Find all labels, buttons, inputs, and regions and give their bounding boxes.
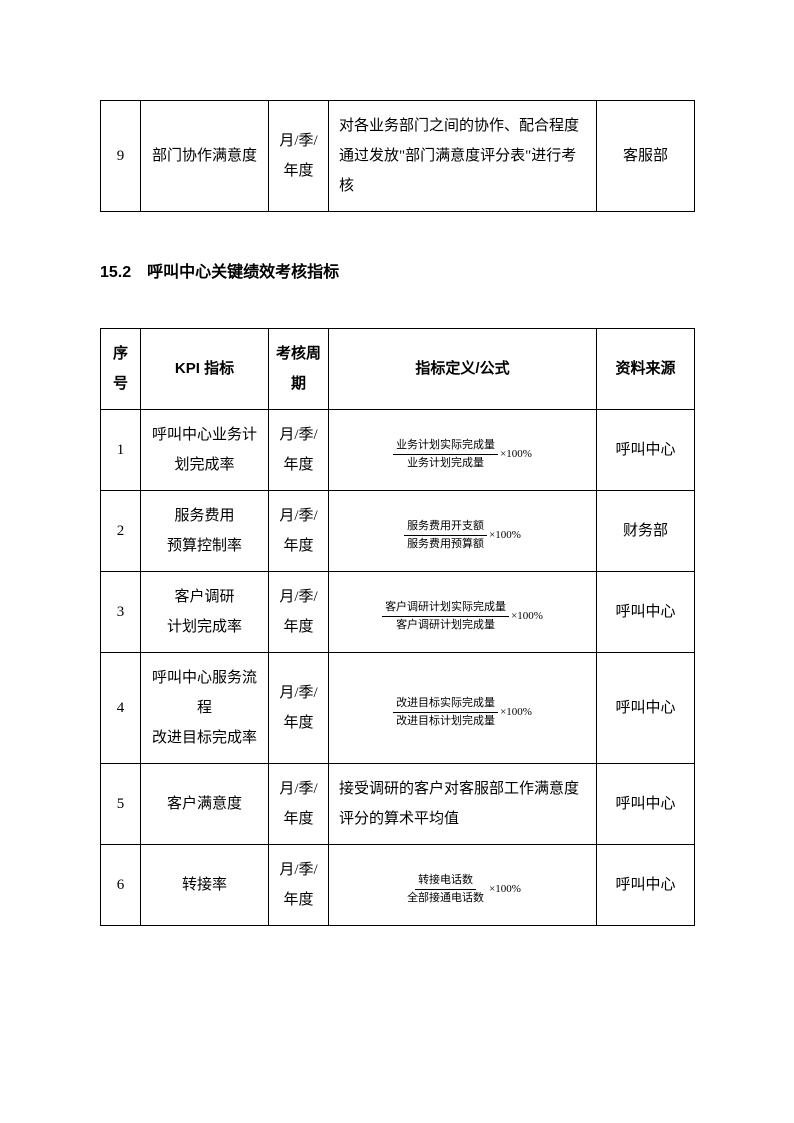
top-table: 9 部门协作满意度 月/季/年度 对各业务部门之间的协作、配合程度通过发放"部门… [100, 100, 695, 212]
formula-tail: ×100% [511, 609, 543, 624]
cell-seq: 5 [101, 764, 141, 845]
cell-seq: 3 [101, 572, 141, 653]
kpi-table: 序号 KPI 指标 考核周期 指标定义/公式 资料来源 1 呼叫中心业务计划完成… [100, 328, 695, 926]
table-row: 5 客户满意度 月/季/年度 接受调研的客户对客服部工作满意度评分的算术平均值 … [101, 764, 695, 845]
cell-seq: 4 [101, 653, 141, 764]
table-row: 3 客户调研 计划完成率 月/季/年度 客户调研计划实际完成量 客户调研计划完成… [101, 572, 695, 653]
cell-formula: 接受调研的客户对客服部工作满意度评分的算术平均值 [329, 764, 597, 845]
fraction-numerator: 客户调研计划实际完成量 [382, 600, 509, 617]
fraction-numerator: 转接电话数 [415, 873, 476, 890]
cell-formula: 业务计划实际完成量 业务计划完成量 ×100% [329, 410, 597, 491]
fraction-numerator: 服务费用开支额 [404, 519, 487, 536]
cell-kpi: 呼叫中心业务计划完成率 [141, 410, 269, 491]
cell-source: 呼叫中心 [597, 845, 695, 926]
cell-seq: 1 [101, 410, 141, 491]
table-header-row: 序号 KPI 指标 考核周期 指标定义/公式 资料来源 [101, 329, 695, 410]
fraction-numerator: 改进目标实际完成量 [393, 696, 498, 713]
cell-formula: 客户调研计划实际完成量 客户调研计划完成量 ×100% [329, 572, 597, 653]
cell-cycle: 月/季/年度 [269, 845, 329, 926]
table-row: 2 服务费用 预算控制率 月/季/年度 服务费用开支额 服务费用预算额 ×100… [101, 491, 695, 572]
fraction-denominator: 全部接通电话数 [404, 890, 487, 906]
cell-source: 呼叫中心 [597, 572, 695, 653]
fraction-numerator: 业务计划实际完成量 [393, 438, 498, 455]
table-row: 9 部门协作满意度 月/季/年度 对各业务部门之间的协作、配合程度通过发放"部门… [101, 101, 695, 212]
formula-tail: ×100% [500, 705, 532, 720]
section-heading: 15.2 呼叫中心关键绩效考核指标 [100, 258, 694, 282]
fraction-denominator: 客户调研计划完成量 [393, 617, 498, 633]
fraction-denominator: 服务费用预算额 [404, 536, 487, 552]
cell-source: 客服部 [597, 101, 695, 212]
cell-cycle: 月/季/年度 [269, 764, 329, 845]
cell-formula: 服务费用开支额 服务费用预算额 ×100% [329, 491, 597, 572]
cell-source: 呼叫中心 [597, 764, 695, 845]
cell-kpi: 部门协作满意度 [141, 101, 269, 212]
cell-seq: 9 [101, 101, 141, 212]
cell-cycle: 月/季/年度 [269, 491, 329, 572]
cell-formula: 转接电话数 全部接通电话数 ×100% [329, 845, 597, 926]
formula-tail: ×100% [489, 882, 521, 897]
cell-seq: 2 [101, 491, 141, 572]
cell-cycle: 月/季/年度 [269, 410, 329, 491]
cell-formula: 对各业务部门之间的协作、配合程度通过发放"部门满意度评分表"进行考核 [329, 101, 597, 212]
header-kpi: KPI 指标 [141, 329, 269, 410]
cell-cycle: 月/季/年度 [269, 101, 329, 212]
cell-kpi: 客户满意度 [141, 764, 269, 845]
header-cycle: 考核周期 [269, 329, 329, 410]
cell-cycle: 月/季/年度 [269, 653, 329, 764]
cell-source: 呼叫中心 [597, 410, 695, 491]
cell-kpi: 转接率 [141, 845, 269, 926]
fraction-denominator: 业务计划完成量 [404, 455, 487, 471]
header-source: 资料来源 [597, 329, 695, 410]
cell-source: 财务部 [597, 491, 695, 572]
cell-cycle: 月/季/年度 [269, 572, 329, 653]
formula-tail: ×100% [500, 447, 532, 462]
cell-seq: 6 [101, 845, 141, 926]
table-row: 6 转接率 月/季/年度 转接电话数 全部接通电话数 ×100% 呼叫中心 [101, 845, 695, 926]
cell-kpi: 客户调研 计划完成率 [141, 572, 269, 653]
cell-source: 呼叫中心 [597, 653, 695, 764]
header-seq: 序号 [101, 329, 141, 410]
fraction-denominator: 改进目标计划完成量 [393, 713, 498, 729]
cell-kpi: 呼叫中心服务流程 改进目标完成率 [141, 653, 269, 764]
formula-tail: ×100% [489, 528, 521, 543]
header-formula: 指标定义/公式 [329, 329, 597, 410]
table-row: 1 呼叫中心业务计划完成率 月/季/年度 业务计划实际完成量 业务计划完成量 ×… [101, 410, 695, 491]
cell-kpi: 服务费用 预算控制率 [141, 491, 269, 572]
table-row: 4 呼叫中心服务流程 改进目标完成率 月/季/年度 改进目标实际完成量 改进目标… [101, 653, 695, 764]
cell-formula: 改进目标实际完成量 改进目标计划完成量 ×100% [329, 653, 597, 764]
